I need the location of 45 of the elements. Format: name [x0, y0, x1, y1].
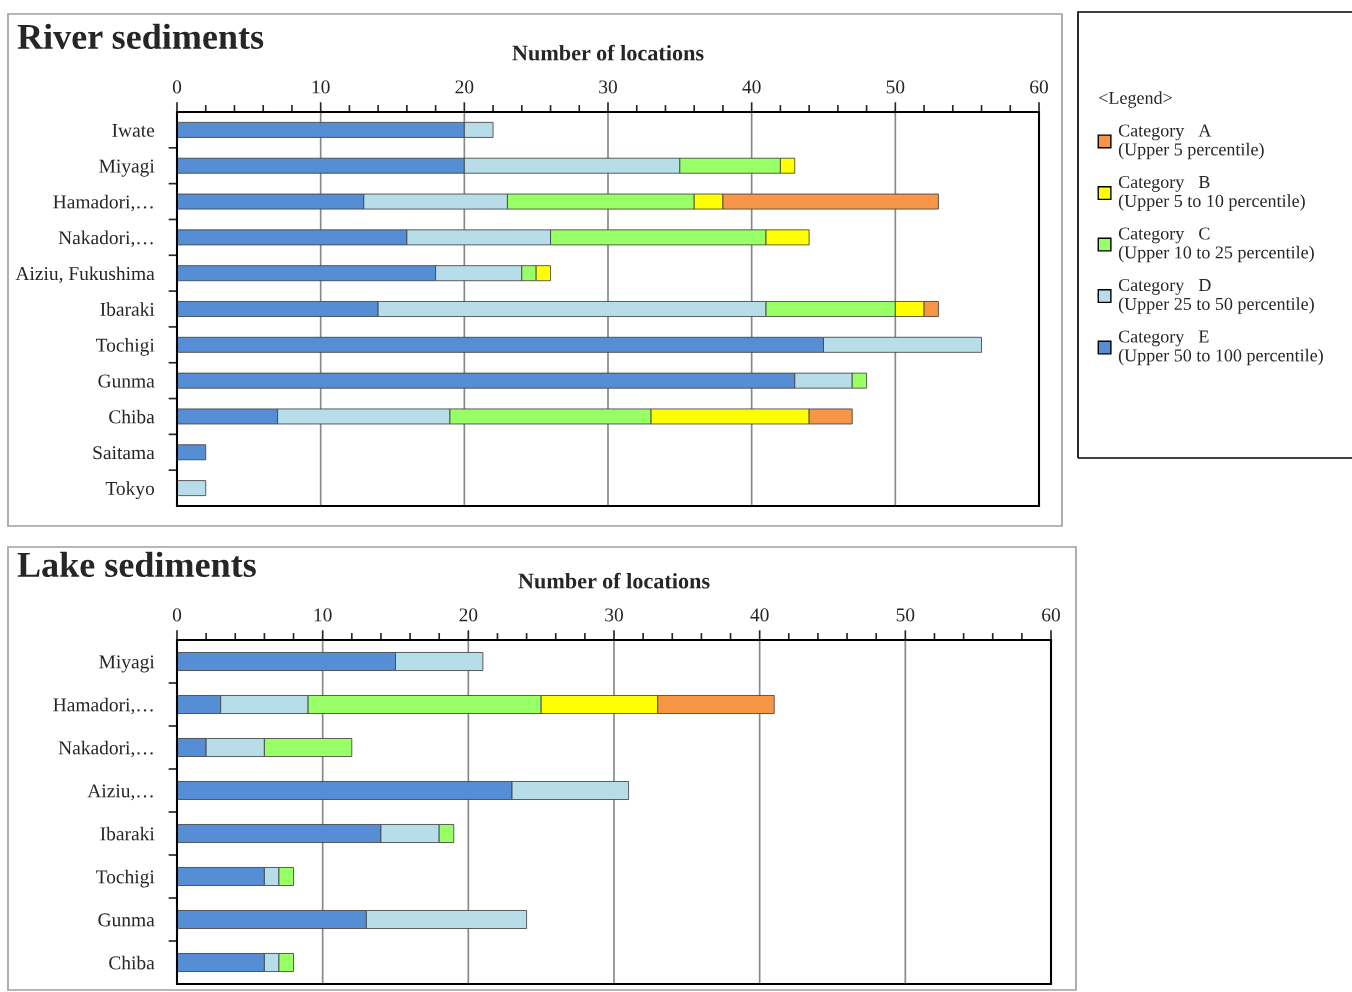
x-tick-label: 50 — [896, 608, 915, 622]
x-axis-title: Number of locations — [518, 572, 710, 589]
x-tick-label: 60 — [1030, 80, 1048, 94]
chart-title: River sediments — [17, 23, 264, 50]
x-tick-label: 30 — [605, 608, 623, 622]
y-tick-label: Chiba — [109, 955, 155, 970]
y-tick-label: Chiba — [109, 409, 155, 424]
y-tick-label: Aiziu, Fukushima — [15, 266, 155, 283]
y-tick-label: Ibaraki — [100, 826, 155, 841]
y-tick-label: Gunma — [98, 913, 155, 927]
legend-label: Category E (Upper 50 to 100 percentile) — [1118, 330, 1323, 366]
y-tick-label: Aiziu,… — [87, 784, 153, 801]
x-tick-label: 0 — [172, 80, 182, 94]
x-tick-label: 10 — [314, 608, 332, 622]
x-tick-label: 10 — [312, 80, 330, 94]
y-tick-label: Hamadori,… — [53, 194, 153, 212]
x-tick-label: 60 — [1042, 608, 1060, 622]
y-tick-label: Iwate — [112, 123, 155, 137]
chart-title: Lake sediments — [17, 551, 256, 578]
y-tick-label: Tochigi — [96, 338, 155, 356]
legend-label: Category C (Upper 10 to 25 percentile) — [1118, 227, 1314, 263]
x-tick-label: 40 — [742, 80, 761, 94]
x-tick-label: 0 — [172, 608, 182, 622]
x-tick-label: 20 — [455, 80, 474, 94]
bar — [177, 444, 207, 461]
legend-label: Category A (Upper 5 percentile) — [1118, 124, 1264, 160]
legend-title: <Legend> — [1099, 91, 1172, 108]
x-tick-label: 20 — [459, 608, 478, 622]
x-tick-label: 50 — [886, 80, 905, 94]
x-axis-title: Number of locations — [512, 44, 704, 61]
y-tick-label: Miyagi — [99, 159, 155, 177]
y-tick-label: Ibaraki — [100, 302, 155, 316]
legend-label: Category D (Upper 25 to 50 percentile) — [1118, 278, 1314, 314]
bar — [177, 480, 207, 497]
y-tick-label: Saitama — [93, 446, 155, 460]
y-tick-label: Hamadori,… — [53, 697, 153, 715]
y-tick-label: Nakadori,… — [58, 740, 153, 758]
y-tick-label: Tokyo — [105, 481, 155, 500]
x-tick-label: 30 — [599, 80, 617, 94]
y-tick-label: Miyagi — [99, 655, 155, 673]
y-tick-label: Tochigi — [96, 869, 155, 888]
y-tick-label: Gunma — [98, 374, 155, 388]
y-tick-label: Nakadori,… — [58, 230, 153, 248]
x-tick-label: 40 — [750, 608, 769, 622]
legend-label: Category B (Upper 5 to 10 percentile) — [1118, 175, 1305, 211]
